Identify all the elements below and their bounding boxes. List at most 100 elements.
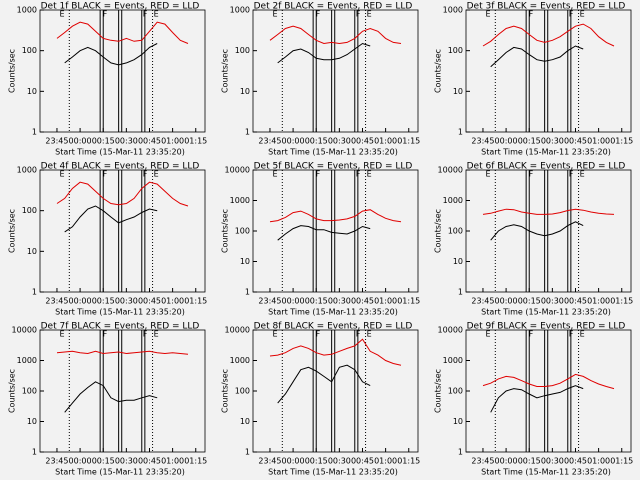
plot-frame (252, 169, 419, 293)
x-tick-label: 00:30 (115, 137, 138, 146)
flag-label: E (273, 330, 278, 339)
series-line (482, 208, 615, 215)
y-tick-label: 100 (448, 227, 463, 236)
x-tick-label: 00:30 (328, 457, 351, 466)
y-tick-label: 1 (32, 448, 37, 457)
x-tick-label: 00:15 (305, 137, 328, 146)
flag-label: F (529, 330, 534, 339)
x-tick-label: 23:45 (471, 297, 494, 306)
series-line (277, 225, 371, 241)
y-axis-label: Counts/sec (8, 209, 17, 253)
x-tick-label: 01:15 (184, 297, 207, 306)
x-tick-label: 00:45 (138, 137, 161, 146)
chart-title: Det 8f BLACK = Events, RED = LLD (254, 322, 413, 332)
x-tick-label: 00:15 (305, 457, 328, 466)
x-tick-label: 01:15 (184, 137, 207, 146)
plot-frame (465, 9, 632, 133)
flag-label: E (60, 10, 65, 19)
series-line (269, 25, 402, 45)
series-line (56, 181, 189, 207)
flag-label: F (316, 330, 321, 339)
y-axis-label: Counts/sec (434, 369, 443, 413)
y-tick-label: 1 (458, 448, 463, 457)
plot-frame (465, 169, 632, 293)
series-line (56, 21, 189, 44)
flag-label: E (154, 170, 159, 179)
x-tick-label: 23:45 (45, 297, 68, 306)
x-tick-label: 23:45 (258, 297, 281, 306)
x-axis-label: Start Time (15-Mar-11 23:35:20) (268, 308, 398, 317)
x-tick-label: 00:15 (518, 457, 541, 466)
x-tick-label: 00:00 (282, 297, 305, 306)
flag-label: E (580, 330, 585, 339)
x-axis-label: Start Time (15-Mar-11 23:35:20) (268, 468, 398, 477)
y-tick-label: 100 (22, 387, 37, 396)
flag-label: F (356, 10, 361, 19)
flag-label: E (273, 10, 278, 19)
x-tick-label: 00:30 (115, 297, 138, 306)
x-tick-label: 23:45 (45, 137, 68, 146)
y-tick-label: 100 (235, 227, 250, 236)
x-tick-label: 00:00 (69, 297, 92, 306)
y-tick-label: 1 (458, 288, 463, 297)
panel: Det 7f BLACK = Events, RED = LLD Counts/s… (8, 322, 208, 477)
y-tick-label: 10000 (225, 166, 250, 175)
y-tick-label: 10000 (225, 326, 250, 335)
x-tick-label: 00:00 (495, 137, 518, 146)
flag-label: F (103, 170, 108, 179)
flag-label: E (367, 10, 372, 19)
y-tick-label: 10 (453, 257, 463, 266)
x-tick-label: 00:45 (564, 137, 587, 146)
y-tick-label: 1000 (443, 356, 463, 365)
y-tick-label: 1000 (230, 196, 250, 205)
y-axis-label: Counts/sec (221, 369, 230, 413)
x-tick-label: 00:45 (138, 457, 161, 466)
panel: Det 3f BLACK = Events, RED = LLD Counts/s… (434, 2, 634, 157)
plot-frame (465, 329, 632, 453)
flag-label: E (60, 170, 65, 179)
series-line (64, 205, 158, 233)
x-tick-label: 00:00 (69, 137, 92, 146)
x-axis-label: Start Time (15-Mar-11 23:35:20) (55, 148, 185, 157)
y-tick-label: 10000 (12, 326, 37, 335)
flag-label: E (60, 330, 65, 339)
y-tick-label: 100 (448, 387, 463, 396)
x-tick-label: 01:00 (374, 297, 397, 306)
flag-label: E (580, 10, 585, 19)
flag-label: F (143, 170, 148, 179)
x-tick-label: 01:00 (161, 297, 184, 306)
series-line (269, 209, 402, 223)
series-line (482, 373, 615, 390)
x-tick-label: 00:30 (328, 297, 351, 306)
y-tick-label: 1 (245, 128, 250, 137)
panel: Det 6f BLACK = Events, RED = LLD Counts/s… (434, 162, 634, 317)
y-tick-label: 1 (245, 448, 250, 457)
chart-title: Det 4f BLACK = Events, RED = LLD (41, 162, 200, 172)
y-tick-label: 1 (32, 128, 37, 137)
x-tick-label: 00:30 (541, 457, 564, 466)
x-tick-label: 00:15 (518, 297, 541, 306)
y-tick-label: 10 (453, 87, 463, 96)
plot-frame (252, 329, 419, 453)
y-tick-label: 10 (27, 247, 37, 256)
flag-label: E (486, 10, 491, 19)
y-axis-label: Counts/sec (434, 209, 443, 253)
y-axis-label: Counts/sec (8, 369, 17, 413)
x-tick-label: 00:30 (328, 137, 351, 146)
flag-label: F (356, 330, 361, 339)
x-tick-label: 23:45 (471, 137, 494, 146)
x-tick-label: 00:45 (564, 297, 587, 306)
series-line (490, 385, 584, 413)
plot-frame (252, 9, 419, 133)
y-tick-label: 1000 (17, 166, 37, 175)
x-tick-label: 01:00 (587, 457, 610, 466)
x-tick-label: 01:15 (397, 457, 420, 466)
flag-label: E (273, 170, 278, 179)
flag-label: E (580, 170, 585, 179)
plot-frame (39, 329, 206, 453)
flag-label: F (529, 170, 534, 179)
x-tick-label: 00:15 (92, 137, 115, 146)
x-tick-label: 00:00 (495, 457, 518, 466)
flag-label: E (367, 330, 372, 339)
x-axis-label: Start Time (15-Mar-11 23:35:20) (481, 308, 611, 317)
